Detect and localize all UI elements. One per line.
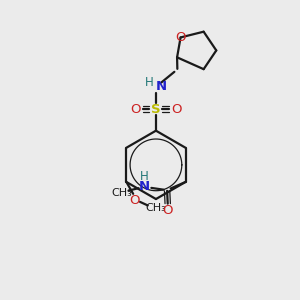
Text: O: O <box>129 194 140 207</box>
Text: O: O <box>130 103 141 116</box>
Text: H: H <box>145 76 154 89</box>
Text: H: H <box>140 170 149 183</box>
Text: O: O <box>175 31 186 44</box>
Text: CH₃: CH₃ <box>111 188 132 198</box>
Text: O: O <box>163 204 173 217</box>
Text: N: N <box>156 80 167 93</box>
Text: S: S <box>151 103 161 116</box>
Text: O: O <box>171 103 181 116</box>
Text: CH₃: CH₃ <box>145 203 166 213</box>
Text: N: N <box>138 180 149 193</box>
